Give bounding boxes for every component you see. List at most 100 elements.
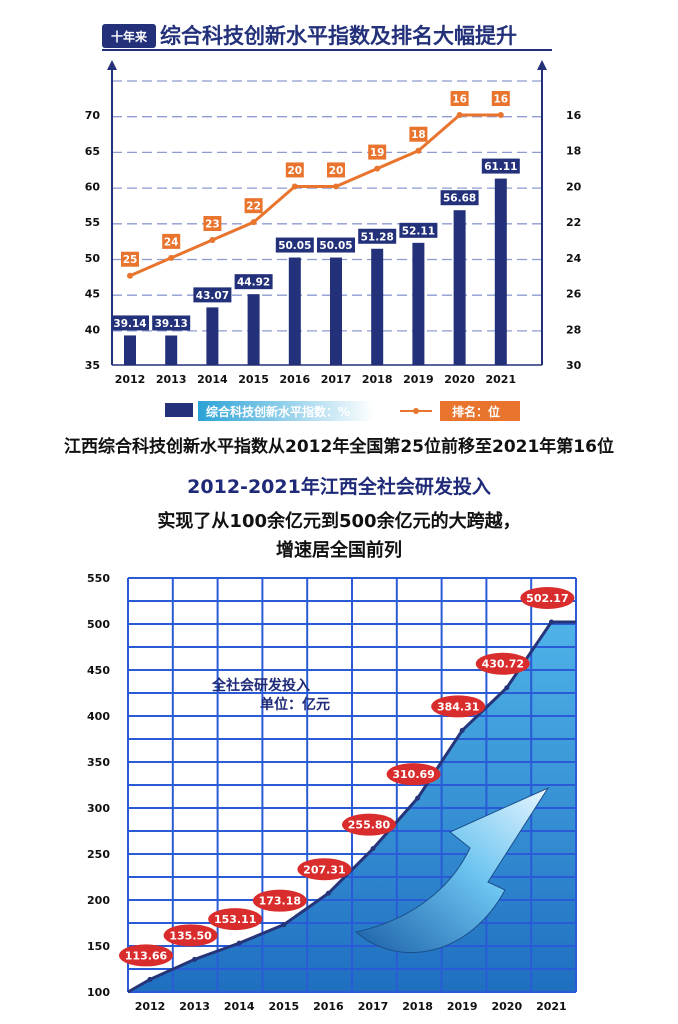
chart1-rank-point <box>291 183 298 190</box>
chart2-y-tick-label: 400 <box>87 710 110 723</box>
chart1-rank-label-box <box>244 198 263 214</box>
chart1-right-tick-label: 20 <box>566 180 582 193</box>
chart2-value-badge <box>475 652 530 675</box>
chart2-subtitle-line2: 增速居全国前列 <box>276 540 402 561</box>
chart1-rank-label-box <box>121 251 139 267</box>
chart2-subtitle-line1: 实现了从100余亿元到500余亿元的大跨越， <box>157 511 521 532</box>
growth-arrow-icon <box>354 786 550 953</box>
chart1-bar-label-box <box>275 237 314 253</box>
chart1-left-axis-arrow-icon <box>107 60 117 70</box>
chart2-value-badge <box>119 944 173 967</box>
chart1-bar-label-box <box>111 315 149 331</box>
chart1-x-tick-label: 2019 <box>403 373 434 386</box>
chart1-right-tick-label: 18 <box>566 145 581 158</box>
chart2-value-badge <box>297 858 352 881</box>
chart1-x-tick-label: 2012 <box>115 373 146 386</box>
chart2-value-badge <box>252 889 307 912</box>
chart2-value-label: 113.66 <box>125 949 168 962</box>
chart1-bar-label: 39.14 <box>113 318 146 330</box>
chart1-x-tick-label: 2017 <box>321 373 352 386</box>
chart1-bar-label: 50.05 <box>319 240 352 252</box>
chart1-x-tick-label: 2018 <box>362 373 393 386</box>
chart1-rank-label: 25 <box>123 254 138 266</box>
chart1-x-tick-label: 2013 <box>156 373 187 386</box>
chart1-bar <box>247 294 260 365</box>
chart2-point <box>281 922 287 928</box>
chart2-value-label: 502.17 <box>526 592 568 605</box>
chart1-rank-label: 23 <box>205 219 220 231</box>
chart1-rank-point <box>168 254 175 261</box>
chart1-rank-point <box>415 147 422 154</box>
chart1-bar <box>453 210 466 365</box>
chart2-value-label: 310.69 <box>392 768 434 781</box>
legend-line-marker <box>413 408 419 414</box>
chart1-bar-label-box <box>317 237 355 253</box>
chart1-rank-point <box>250 219 257 226</box>
chart2-point <box>504 685 510 691</box>
chart2-value-label: 430.72 <box>482 658 524 671</box>
chart2-y-tick-label: 250 <box>87 848 110 861</box>
chart1-title-badge: 十年来 <box>111 29 148 44</box>
legend-bar-label: 综合科技创新水平指数：% <box>206 404 350 419</box>
chart1-left-tick-label: 55 <box>85 216 100 229</box>
chart1-rank-point <box>497 112 504 118</box>
chart1-rank-point <box>127 272 133 279</box>
chart1-rank-label: 16 <box>493 94 508 106</box>
chart1-bar-label-box <box>152 315 191 331</box>
chart1-bar-label-box <box>234 274 273 290</box>
chart2-x-tick-label: 2018 <box>402 1000 433 1013</box>
chart1-bar <box>371 248 384 365</box>
chart2-x-tick-label: 2021 <box>536 1000 567 1013</box>
chart2-point <box>370 846 376 852</box>
chart1-rank-point <box>456 112 463 118</box>
chart1-bar <box>165 335 178 365</box>
chart1-bar <box>124 335 136 365</box>
chart1-right-tick-label: 24 <box>566 252 582 265</box>
legend-bar-label-box <box>198 401 374 421</box>
chart2-value-badge <box>386 763 441 786</box>
chart1-left-tick-label: 45 <box>85 288 100 301</box>
chart1-bar-label: 61.11 <box>484 161 517 173</box>
chart1-rank-point <box>374 165 381 172</box>
chart2-point <box>192 956 198 962</box>
chart1-left-tick-label: 35 <box>85 359 100 372</box>
chart1-x-tick-label: 2014 <box>197 373 228 386</box>
chart1-x-tick-label: 2015 <box>238 373 269 386</box>
chart1-bar-label-box <box>440 190 479 206</box>
chart1-bar-label: 56.68 <box>443 193 476 205</box>
chart1-rank-line <box>129 113 501 278</box>
chart1-rank-label: 19 <box>370 147 385 159</box>
chart1-title: 综合科技创新水平指数及排名大幅提升 <box>160 24 517 48</box>
legend-line-label: 排名：位 <box>452 404 500 419</box>
chart1-rank-label-box <box>409 126 428 142</box>
chart1-title-badge-box <box>102 24 156 48</box>
chart2-value-badge <box>208 908 263 931</box>
chart2-point <box>459 727 465 733</box>
chart1-left-tick-label: 65 <box>85 145 100 158</box>
chart1-rank-label: 22 <box>246 201 261 213</box>
chart1-rank-label-box <box>368 144 387 160</box>
chart2-x-tick-label: 2016 <box>313 1000 344 1013</box>
chart2-x-tick-label: 2015 <box>268 1000 299 1013</box>
chart1-bar <box>206 307 219 365</box>
chart2-x-tick-label: 2019 <box>447 1000 478 1013</box>
chart1-bar-label: 50.05 <box>278 240 311 252</box>
chart2-y-tick-label: 150 <box>87 940 110 953</box>
chart1-rank-label: 20 <box>287 165 302 177</box>
chart1-left-tick-label: 50 <box>85 252 101 265</box>
chart1-rank-label: 20 <box>329 165 344 177</box>
chart1-bar-label-box <box>481 158 520 174</box>
chart1-bar <box>330 257 342 365</box>
chart1-x-tick-label: 2016 <box>279 373 310 386</box>
chart1-rank-label-box <box>327 162 345 178</box>
chart2-y-tick-label: 200 <box>87 894 110 907</box>
chart1-right-tick-label: 22 <box>566 216 581 229</box>
chart2-point <box>415 795 421 801</box>
chart2-x-tick-label: 2014 <box>224 1000 255 1013</box>
chart2-y-tick-label: 350 <box>87 756 110 769</box>
chart1-bar <box>494 178 507 365</box>
chart2-value-label: 207.31 <box>303 863 345 876</box>
chart2-y-tick-label: 550 <box>87 572 110 585</box>
chart2-value-label: 135.50 <box>169 929 212 942</box>
